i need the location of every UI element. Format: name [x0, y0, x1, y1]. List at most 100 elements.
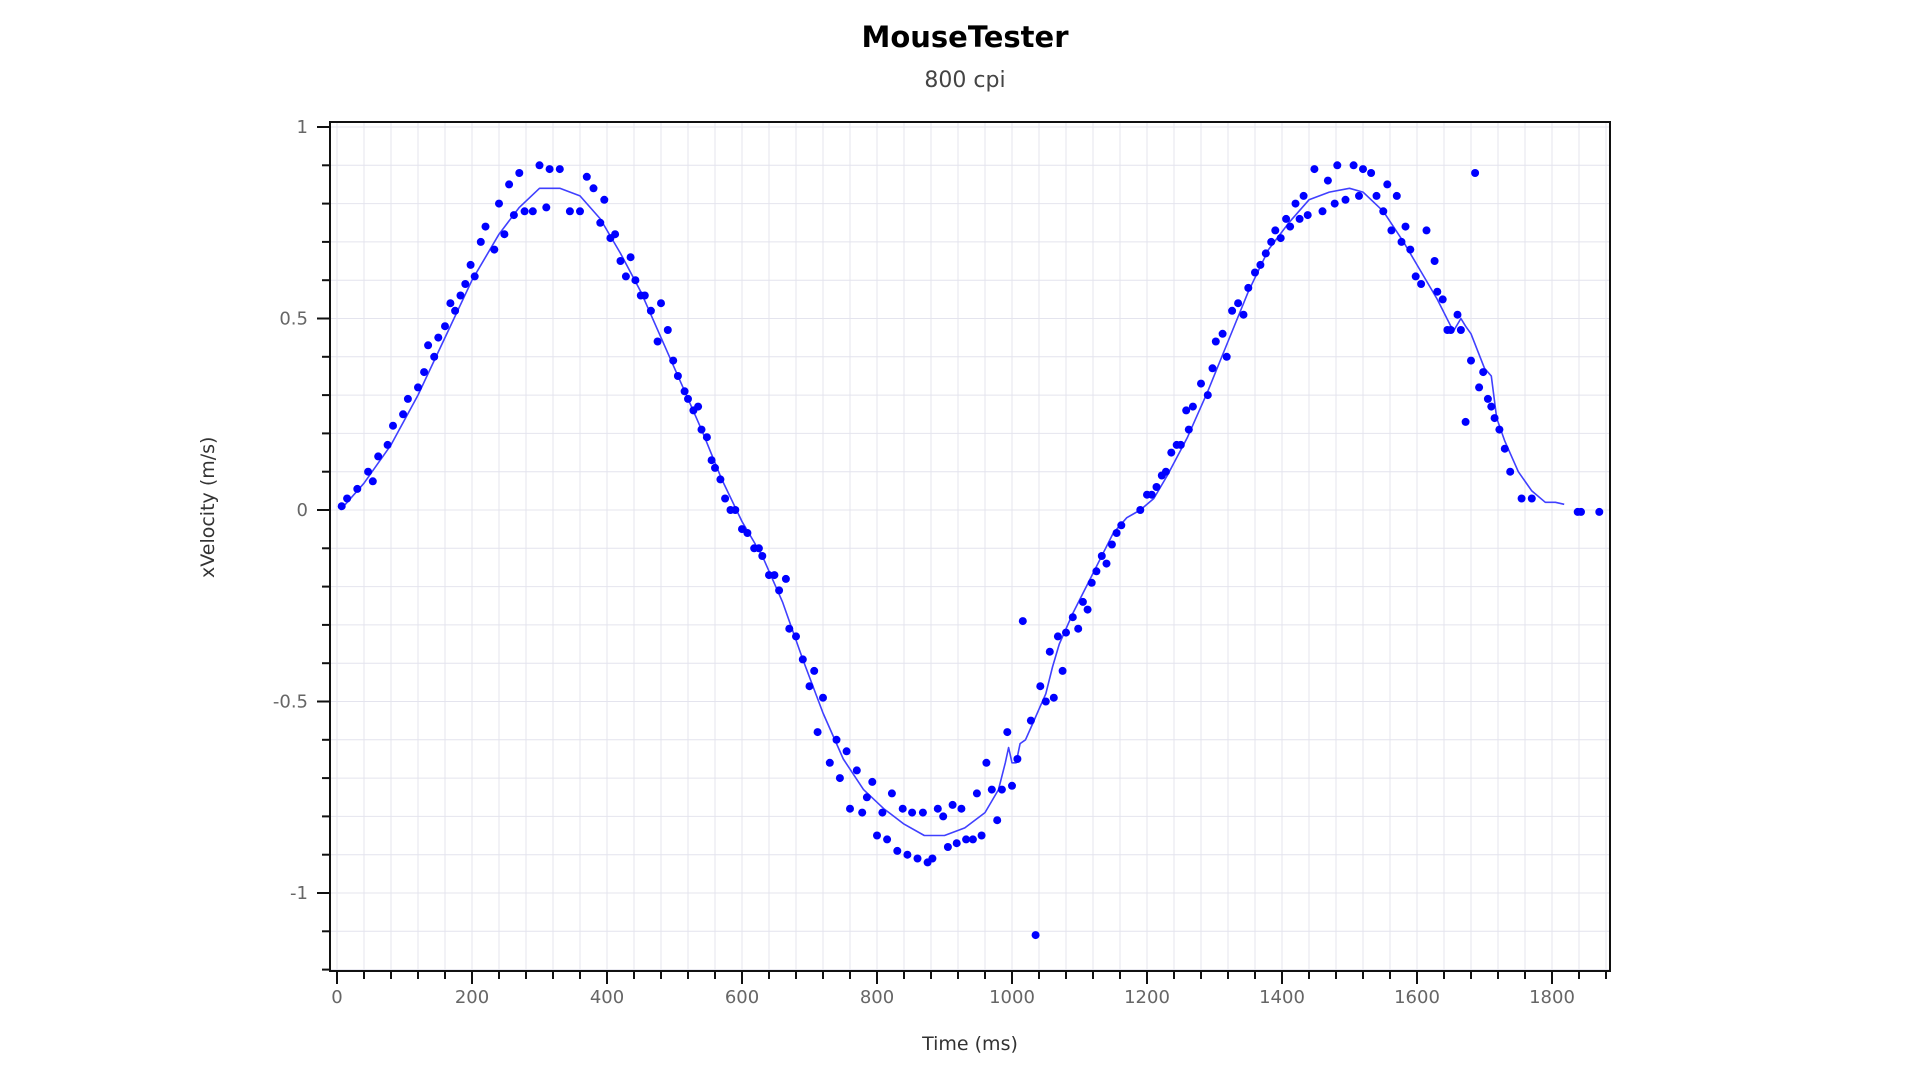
data-point [1087, 578, 1096, 587]
data-point [1379, 207, 1388, 216]
data-point [1495, 425, 1504, 434]
x-tick-label: 1400 [1259, 987, 1305, 1008]
data-point [1487, 402, 1496, 411]
data-point [481, 222, 490, 231]
data-point [646, 306, 655, 315]
data-point [997, 785, 1006, 794]
data-point [1041, 697, 1050, 706]
data-point [420, 368, 429, 377]
data-point [1092, 567, 1101, 576]
data-point [1008, 781, 1016, 790]
data-point [680, 387, 689, 396]
data-point [1208, 364, 1217, 373]
data-point [520, 207, 529, 216]
data-point [1359, 165, 1367, 174]
x-tick-label: 1600 [1394, 987, 1440, 1008]
y-tick-label: -1 [290, 883, 308, 904]
data-point [1438, 295, 1447, 304]
data-point [505, 180, 514, 189]
data-point [1577, 507, 1585, 516]
data-point [626, 253, 635, 262]
data-point [684, 394, 692, 403]
data-point [1282, 214, 1291, 223]
data-point [1074, 624, 1083, 633]
data-point [1397, 237, 1406, 246]
x-tick-label: 800 [860, 987, 894, 1008]
chart-title: MouseTester [861, 20, 1069, 54]
data-point [1506, 467, 1515, 476]
data-point [611, 230, 620, 239]
smoothed-line [339, 187, 1565, 837]
data-point [868, 777, 877, 786]
tick-labels: 0 200 400 600 800 1000 1200 1400 1600 1800 1 0.5 0 -0… [273, 117, 1575, 1008]
data-point [711, 463, 719, 472]
data-point [968, 835, 977, 844]
data-point [616, 257, 625, 265]
data-point [731, 506, 740, 514]
data-point [545, 165, 554, 174]
data-point [1299, 191, 1308, 200]
data-point [515, 169, 524, 177]
data-point [1387, 226, 1396, 235]
data-point [982, 758, 991, 767]
data-point [1500, 444, 1509, 453]
data-point [835, 774, 844, 783]
data-point [1203, 391, 1212, 400]
data-point [673, 372, 682, 380]
data-point [337, 502, 346, 511]
data-point [758, 552, 767, 560]
data-point [1053, 632, 1062, 641]
data-point [1456, 326, 1465, 334]
data-point [993, 816, 1002, 825]
data-point [640, 291, 649, 300]
y-tick-label: 0.5 [279, 309, 308, 330]
data-point [702, 433, 711, 442]
data-point [1323, 176, 1332, 185]
data-point [939, 812, 948, 821]
data-point [528, 207, 537, 216]
data-point [509, 211, 518, 220]
data-point [1228, 306, 1237, 315]
data-point [470, 272, 479, 281]
data-point [1490, 414, 1499, 423]
data-point [898, 804, 907, 813]
chart-subtitle: 800 cpi [924, 68, 1006, 93]
data-point [957, 804, 966, 813]
data-point [364, 467, 373, 476]
data-point [948, 800, 957, 809]
data-point [631, 276, 640, 285]
x-tick-label: 0 [331, 987, 342, 1008]
data-point [589, 184, 598, 193]
data-point [1383, 180, 1392, 189]
data-point [1417, 280, 1426, 288]
data-points [337, 161, 1604, 940]
data-point [716, 475, 725, 484]
data-point [1517, 494, 1526, 503]
data-point [414, 383, 422, 392]
data-point [446, 299, 455, 308]
data-point [933, 804, 942, 813]
data-point [858, 808, 867, 817]
data-point [1355, 191, 1363, 200]
data-point [542, 203, 551, 212]
data-point [576, 207, 584, 216]
data-point [1310, 165, 1319, 174]
data-point [343, 494, 352, 503]
data-point [977, 831, 986, 840]
y-tick-label: -0.5 [273, 692, 308, 713]
data-point [893, 846, 902, 855]
data-point [1471, 169, 1480, 177]
grid-lines [330, 122, 1610, 971]
x-axis-label: Time (ms) [922, 1033, 1018, 1055]
data-point [1267, 237, 1276, 246]
data-point [657, 299, 665, 308]
data-point [1107, 540, 1116, 549]
data-point [952, 839, 961, 848]
data-point [781, 574, 790, 583]
data-point [1367, 169, 1376, 177]
data-point [928, 854, 937, 863]
data-point [1453, 310, 1462, 319]
data-point [1433, 287, 1442, 296]
data-point [962, 835, 971, 844]
plot-frame [329, 121, 1611, 972]
